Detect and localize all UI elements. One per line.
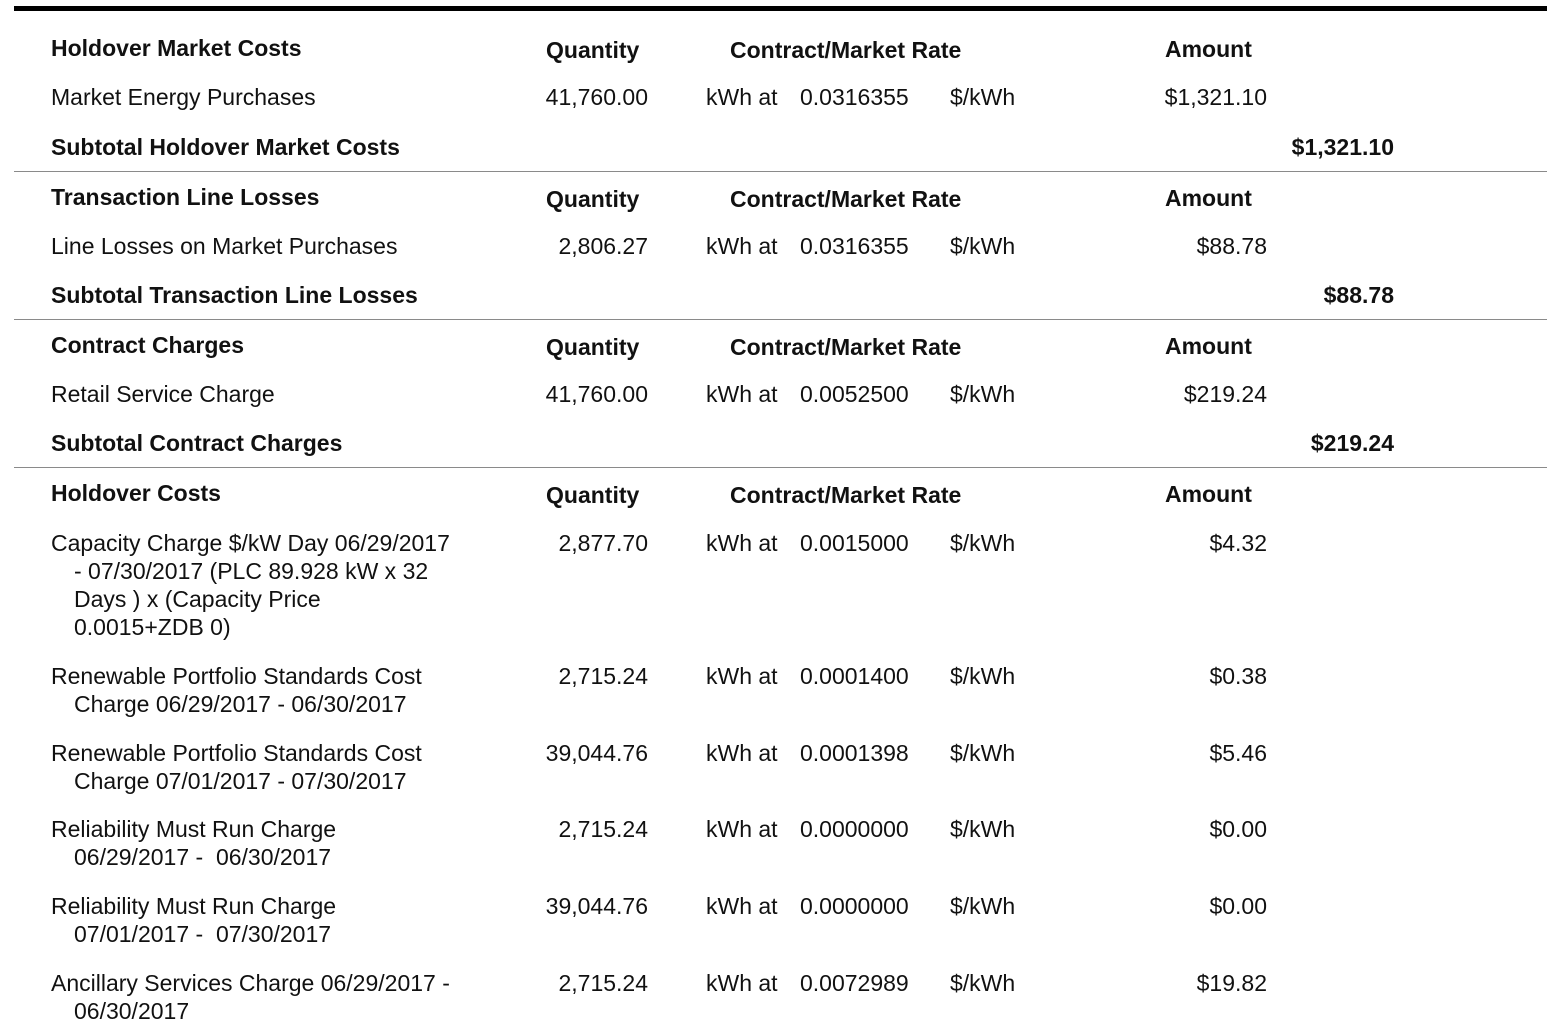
line-item-amount: $1,321.10	[1164, 84, 1267, 110]
line-item-quantity: 2,715.24	[558, 663, 648, 689]
line-item-unit: kWh at	[706, 740, 778, 766]
line-item-amount: $5.46	[1209, 740, 1267, 766]
subtotal-label: Subtotal Contract Charges	[51, 430, 343, 456]
description-line: 06/29/2017 - 06/30/2017	[74, 844, 332, 870]
rate-header: Contract/Market Rate	[730, 186, 962, 212]
line-item-amount: $219.24	[1183, 381, 1267, 407]
description-line: Renewable Portfolio Standards Cost	[51, 740, 422, 766]
line-item-quantity: 2,877.70	[558, 530, 648, 556]
quantity-header: Quantity	[546, 334, 640, 360]
line-item-description: Retail Service Charge	[51, 381, 275, 407]
quantity-header: Quantity	[546, 186, 640, 212]
line-item-description: Reliability Must Run Charge 07/01/2017 -…	[51, 892, 336, 948]
line-item-quantity: 39,044.76	[545, 893, 648, 919]
line-item-quantity: 39,044.76	[545, 740, 648, 766]
line-item-unit: kWh at	[706, 233, 778, 259]
line-item-rate-unit: $/kWh	[950, 740, 1016, 766]
subtotal-value: $1,321.10	[1291, 134, 1394, 160]
line-item-rate-unit: $/kWh	[950, 816, 1016, 842]
subtotal-label: Subtotal Transaction Line Losses	[51, 282, 418, 308]
line-item-rate: 0.0316355	[800, 84, 909, 110]
line-item-amount: $0.38	[1209, 663, 1267, 689]
line-item-description: Reliability Must Run Charge 06/29/2017 -…	[51, 815, 336, 871]
line-item-rate: 0.0052500	[800, 381, 909, 407]
line-item-rate-unit: $/kWh	[950, 970, 1016, 996]
description-line: Days ) x (Capacity Price	[74, 586, 321, 612]
line-item-description: Ancillary Services Charge 06/29/2017 - 0…	[51, 969, 450, 1025]
line-item-rate-unit: $/kWh	[950, 530, 1016, 556]
line-item-rate-unit: $/kWh	[950, 381, 1016, 407]
description-line: Reliability Must Run Charge	[51, 816, 337, 842]
line-item-unit: kWh at	[706, 893, 778, 919]
description-line: Reliability Must Run Charge	[51, 893, 337, 919]
description-line: Renewable Portfolio Standards Cost	[51, 663, 422, 689]
line-item-amount: $19.82	[1196, 970, 1267, 996]
line-item-rate: 0.0015000	[800, 530, 909, 556]
section-divider	[14, 319, 1547, 320]
description-line: Charge 07/01/2017 - 07/30/2017	[74, 768, 407, 794]
description-line: Ancillary Services Charge 06/29/2017 -	[51, 970, 450, 996]
line-item-rate: 0.0001398	[800, 740, 909, 766]
subtotal-value: $88.78	[1323, 282, 1394, 308]
line-item-unit: kWh at	[706, 381, 778, 407]
section-divider	[14, 467, 1547, 468]
subtotal-value: $219.24	[1310, 430, 1394, 456]
line-item-rate-unit: $/kWh	[950, 663, 1016, 689]
description-line: 07/01/2017 - 07/30/2017	[74, 921, 332, 947]
line-item-amount: $0.00	[1209, 893, 1267, 919]
line-item-unit: kWh at	[706, 970, 778, 996]
line-item-unit: kWh at	[706, 84, 778, 110]
amount-header: Amount	[1165, 36, 1252, 62]
line-item-quantity: 2,715.24	[558, 970, 648, 996]
section-title: Holdover Costs	[51, 480, 221, 506]
rate-header: Contract/Market Rate	[730, 37, 962, 63]
section-divider	[14, 171, 1547, 172]
amount-header: Amount	[1165, 333, 1252, 359]
quantity-header: Quantity	[546, 37, 640, 63]
rate-header: Contract/Market Rate	[730, 334, 962, 360]
line-item-amount: $0.00	[1209, 816, 1267, 842]
amount-header: Amount	[1165, 481, 1252, 507]
line-item-quantity: 2,806.27	[558, 233, 648, 259]
line-item-rate: 0.0000000	[800, 816, 909, 842]
description-line: Capacity Charge $/kW Day 06/29/2017	[51, 530, 450, 556]
description-line: - 07/30/2017 (PLC 89.928 kW x 32	[74, 558, 429, 584]
top-rule	[14, 6, 1547, 11]
line-item-quantity: 41,760.00	[545, 84, 648, 110]
line-item-rate: 0.0316355	[800, 233, 909, 259]
line-item-amount: $4.32	[1209, 530, 1267, 556]
subtotal-label: Subtotal Holdover Market Costs	[51, 134, 400, 160]
line-item-amount: $88.78	[1196, 233, 1267, 259]
description-line: Charge 06/29/2017 - 06/30/2017	[74, 691, 407, 717]
line-item-rate-unit: $/kWh	[950, 233, 1016, 259]
line-item-description: Line Losses on Market Purchases	[51, 233, 398, 259]
section-title: Holdover Market Costs	[51, 35, 302, 61]
description-line: 06/30/2017	[74, 998, 190, 1024]
line-item-rate: 0.0072989	[800, 970, 909, 996]
line-item-rate: 0.0000000	[800, 893, 909, 919]
amount-header: Amount	[1165, 185, 1252, 211]
line-item-rate: 0.0001400	[800, 663, 909, 689]
line-item-description: Capacity Charge $/kW Day 06/29/2017 - 07…	[51, 529, 450, 641]
section-title: Contract Charges	[51, 332, 244, 358]
line-item-unit: kWh at	[706, 530, 778, 556]
rate-header: Contract/Market Rate	[730, 482, 962, 508]
line-item-quantity: 2,715.24	[558, 816, 648, 842]
line-item-description: Renewable Portfolio Standards Cost Charg…	[51, 662, 422, 718]
description-line: 0.0015+ZDB 0)	[74, 614, 231, 640]
section-title: Transaction Line Losses	[51, 184, 320, 210]
line-item-rate-unit: $/kWh	[950, 893, 1016, 919]
line-item-unit: kWh at	[706, 816, 778, 842]
line-item-quantity: 41,760.00	[545, 381, 648, 407]
line-item-description: Market Energy Purchases	[51, 84, 316, 110]
line-item-unit: kWh at	[706, 663, 778, 689]
line-item-description: Renewable Portfolio Standards Cost Charg…	[51, 739, 422, 795]
quantity-header: Quantity	[546, 482, 640, 508]
line-item-rate-unit: $/kWh	[950, 84, 1016, 110]
